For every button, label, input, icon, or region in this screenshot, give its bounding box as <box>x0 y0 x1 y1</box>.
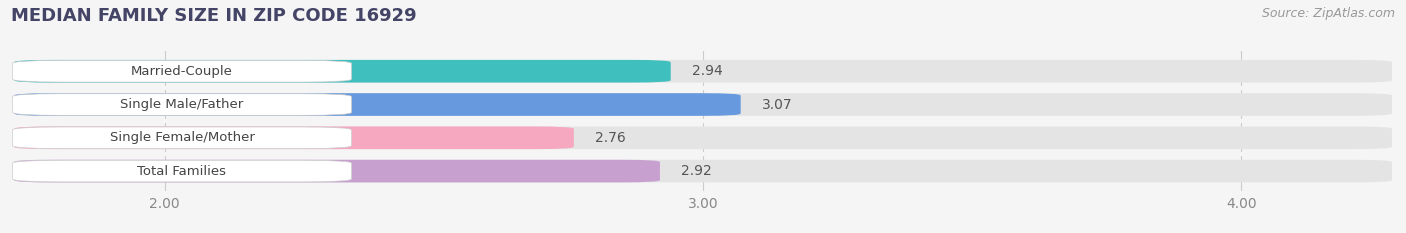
Text: 2.92: 2.92 <box>682 164 713 178</box>
FancyBboxPatch shape <box>13 160 352 182</box>
FancyBboxPatch shape <box>14 93 741 116</box>
FancyBboxPatch shape <box>14 60 1392 82</box>
Text: Total Families: Total Families <box>138 164 226 178</box>
FancyBboxPatch shape <box>14 160 1392 182</box>
Text: 2.76: 2.76 <box>595 131 626 145</box>
Text: 3.07: 3.07 <box>762 98 793 112</box>
FancyBboxPatch shape <box>14 60 671 82</box>
FancyBboxPatch shape <box>14 127 1392 149</box>
FancyBboxPatch shape <box>14 160 659 182</box>
FancyBboxPatch shape <box>13 94 352 115</box>
FancyBboxPatch shape <box>13 127 352 149</box>
Text: Married-Couple: Married-Couple <box>131 65 233 78</box>
Text: Source: ZipAtlas.com: Source: ZipAtlas.com <box>1261 7 1395 20</box>
FancyBboxPatch shape <box>13 60 352 82</box>
Text: MEDIAN FAMILY SIZE IN ZIP CODE 16929: MEDIAN FAMILY SIZE IN ZIP CODE 16929 <box>11 7 416 25</box>
Text: 2.94: 2.94 <box>692 64 723 78</box>
Text: Single Female/Mother: Single Female/Mother <box>110 131 254 144</box>
FancyBboxPatch shape <box>14 93 1392 116</box>
FancyBboxPatch shape <box>14 127 574 149</box>
Text: Single Male/Father: Single Male/Father <box>121 98 243 111</box>
